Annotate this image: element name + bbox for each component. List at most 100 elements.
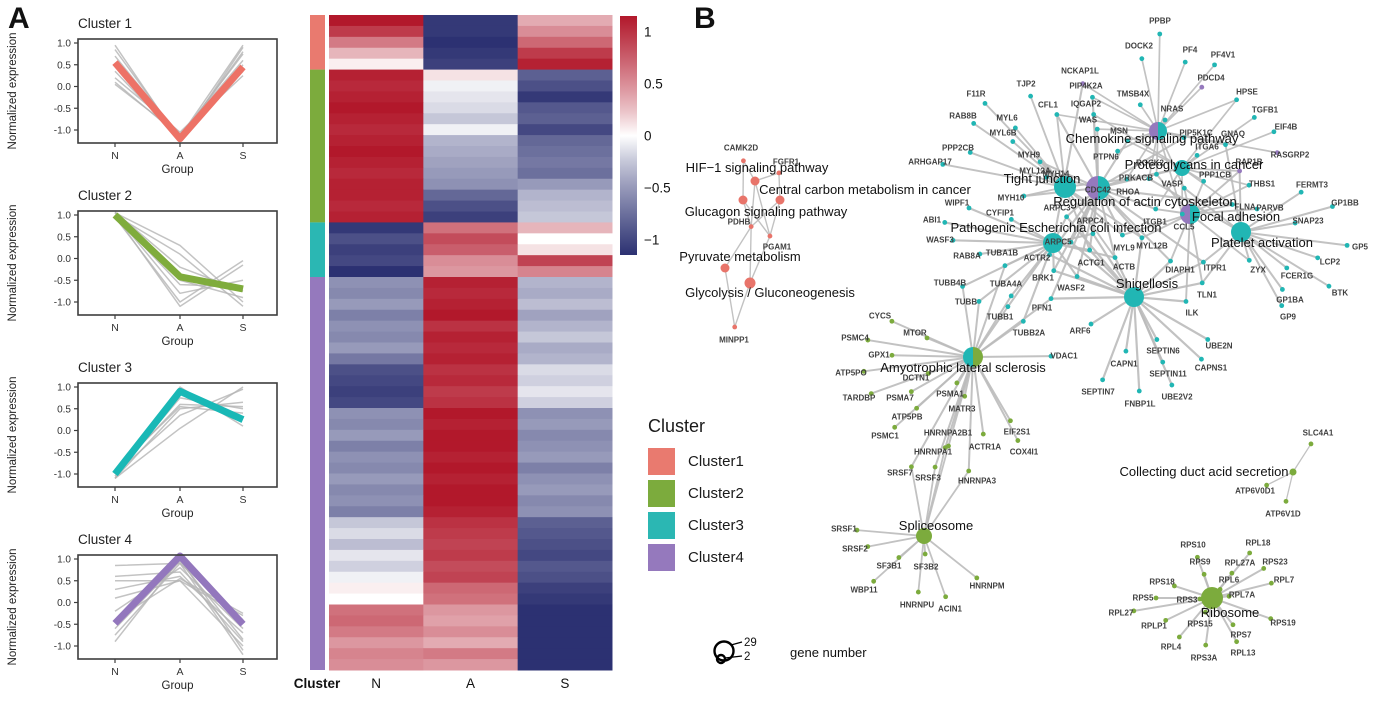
heatmap-cell: [517, 69, 613, 81]
pathway-circle: [738, 195, 748, 205]
gene-label-ARHGAP17: ARHGAP17: [908, 158, 952, 167]
edge-platelet-GP1BB: [1240, 205, 1334, 233]
pathway-node-spliceosome: [916, 528, 932, 544]
gene-label-ITGB1: ITGB1: [1143, 218, 1167, 227]
heatmap-cell: [517, 331, 613, 343]
heatmap-cell: [423, 648, 519, 660]
scale-tick-label: −1: [644, 232, 659, 247]
gene-label-DIAPH1: DIAPH1: [1165, 266, 1195, 275]
heatmap-cell: [329, 528, 424, 540]
heatmap-cell: [329, 386, 424, 398]
edge-als-PSMC4: [866, 339, 974, 358]
gene-label-RPL13: RPL13: [1231, 649, 1256, 658]
gene-node-ITGA6: [1194, 152, 1200, 158]
heatmap-cell: [329, 178, 424, 191]
gene-label-MYH9: MYH9: [1018, 151, 1041, 160]
heatmap-cell: [423, 637, 519, 649]
pathway-label-spliceosome: Spliceosome: [899, 518, 973, 533]
pathway-circle: [1124, 287, 1144, 307]
gene-label-ILK: ILK: [1186, 309, 1199, 318]
gene-node-RPS18: [1171, 583, 1177, 589]
pathway-circle: [1201, 587, 1223, 609]
gene-label-CYFIP1: CYFIP1: [986, 209, 1015, 218]
y-tick-label: 0.5: [57, 232, 71, 243]
heatmap-cell: [423, 80, 519, 92]
gene-node-RPLP1: [1163, 617, 1169, 623]
y-tick-label: 1.0: [57, 383, 71, 394]
gene-label-SRSF2: SRSF2: [842, 545, 868, 554]
cluster-strip-segment: [310, 15, 325, 70]
heatmap-cell: [329, 560, 424, 573]
edge-chemokine-PF4V1: [1157, 64, 1216, 132]
gene-label-PSMA1: PSMA1: [936, 390, 964, 399]
cluster4-label: Cluster4: [688, 548, 744, 566]
gene-node-HNRNPA3: [966, 468, 972, 474]
edge-tightjunction-CFL1: [1055, 113, 1066, 188]
edge-shigellosis-SEPTIN7: [1101, 295, 1136, 381]
gene-label-PDCD4: PDCD4: [1197, 74, 1225, 83]
cluster-mean-line: [112, 212, 244, 293]
edge-actinreg-ITPR1: [1096, 186, 1205, 264]
heatmap-cell: [423, 593, 519, 605]
pathway-label-pyruvate: Pyruvate metabolism: [679, 249, 800, 264]
gene-node-ATP5PB: [914, 405, 920, 411]
heatmap-cell: [329, 167, 424, 180]
plot-frame: [77, 382, 278, 488]
heatmap-cell: [329, 637, 424, 649]
heatmap-cell: [329, 320, 424, 333]
edge-glycolysis-PGAM1: [749, 235, 771, 284]
edge-als-SRSF7: [910, 356, 974, 468]
panel-a-cluster-profiles: Cluster 1 1.0 0.5 0.0 -0.5 -1.0 N A S Group Normal…: [7, 16, 278, 692]
gene-node-PIP4K2A: [1090, 94, 1095, 100]
gene-label-SRSF7: SRSF7: [887, 469, 913, 478]
gene-node-BTK: [1326, 283, 1332, 289]
gene-label-MYL12B: MYL12B: [1136, 242, 1168, 251]
cluster-title: Cluster 1: [78, 16, 132, 31]
heatmap-cell: [329, 353, 424, 365]
gene-node-COX4I1: [1015, 438, 1021, 443]
gene-label-RPS10: RPS10: [1180, 541, 1206, 550]
gene-node-SEPTIN11: [1160, 359, 1166, 365]
gene-label-MSN: MSN: [1110, 127, 1128, 136]
heatmap-cell: [423, 189, 519, 202]
heatmap-cell: [423, 135, 519, 147]
gene-label-FLNA: FLNA: [1234, 203, 1256, 212]
heatmap-cell: [517, 200, 613, 212]
gene-node-FNBP1L: [1136, 388, 1142, 394]
gene-node-PTPN6: [1115, 148, 1121, 154]
y-tick-label: -1.0: [54, 642, 72, 653]
heatmap-cell: [423, 298, 519, 311]
y-tick-label: 1.0: [57, 39, 71, 50]
heatmap-cell: [329, 80, 424, 92]
edge-ecoli-WASF3: [951, 239, 1055, 245]
x-axis-title: Group: [162, 164, 194, 176]
gene-node-MSN: [1125, 138, 1130, 144]
gene-label-HNRNPA3: HNRNPA3: [958, 477, 997, 486]
heatmap-cell: [423, 495, 519, 507]
edge-shigellosis-SEPTIN11: [1132, 295, 1164, 364]
cluster-mean-line: [112, 60, 246, 143]
heatmap-cell: [517, 659, 613, 671]
gene-label-TLN1: TLN1: [1197, 291, 1218, 300]
heatmap: Cluster N A S: [294, 15, 613, 691]
gene-node-FLNA: [1229, 202, 1235, 207]
heatmap-cell: [517, 484, 613, 496]
heatmap-cell: [517, 462, 613, 474]
gene-node-DIAPH1: [1168, 258, 1173, 264]
cluster-profile-1: Cluster 1 1.0 0.5 0.0 -0.5 -1.0 N A S Group Normal…: [7, 16, 278, 176]
gene-label-ACTG1: ACTG1: [1077, 259, 1105, 268]
gene-label-SEPTIN11: SEPTIN11: [1149, 370, 1187, 379]
edge-chemokine-PF4: [1157, 61, 1187, 132]
gene-node-PF4: [1182, 59, 1188, 65]
gene-node-HNRNPU: [915, 589, 921, 595]
heatmap-cell: [423, 156, 519, 169]
x-tick-label: S: [239, 322, 246, 334]
gene-label-PTPN6: PTPN6: [1093, 153, 1119, 162]
edge-ccm-FGFR1: [778, 172, 781, 201]
gene-label-GNAQ: GNAQ: [1221, 130, 1245, 139]
heatmap-cell: [329, 451, 424, 464]
heatmap-cell: [329, 331, 424, 343]
pathway-node-actinreg: [1086, 176, 1110, 200]
gene-node-PSMC4: [865, 337, 871, 343]
member-line: [114, 388, 244, 475]
